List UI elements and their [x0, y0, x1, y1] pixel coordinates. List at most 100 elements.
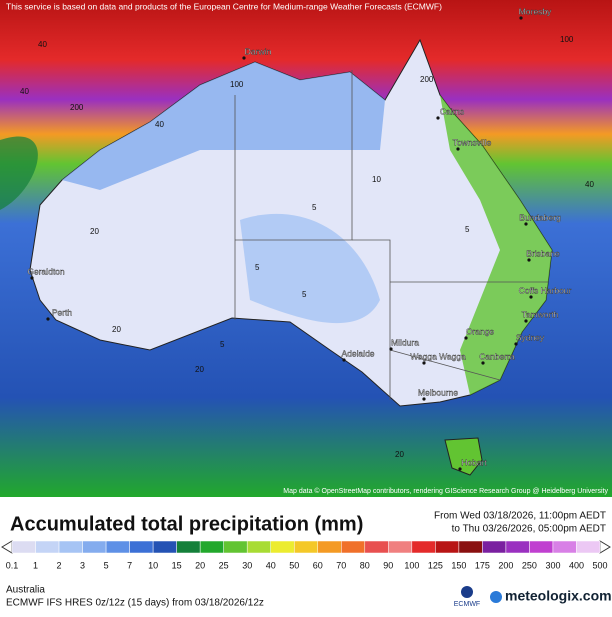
legend-swatch: [105, 540, 130, 554]
city-dot: [481, 361, 485, 365]
legend-swatch: [435, 540, 460, 554]
contour-label: 10: [372, 175, 381, 184]
legend-swatch: [317, 540, 342, 554]
city-dot: [464, 336, 468, 340]
city-dot: [524, 319, 528, 323]
rain-area: [440, 95, 552, 395]
legend-label: 70: [336, 560, 346, 570]
legend-label: 30: [242, 560, 252, 570]
legend-label: 0.1: [6, 560, 19, 570]
contour-label: 5: [255, 263, 260, 272]
legend-label: 20: [195, 560, 205, 570]
city-dot: [342, 358, 346, 362]
logo: ECMWF: [454, 601, 480, 608]
legend-label: 10: [148, 560, 158, 570]
contour-label: 5: [312, 203, 317, 212]
legend-label: 5: [104, 560, 109, 570]
legend-swatch: [270, 540, 295, 554]
period-from: From Wed 03/18/2026, 11:00pm AEDT: [434, 511, 606, 522]
city-label: Darwin: [245, 46, 272, 56]
legend-label: 400: [569, 560, 584, 570]
tasmania: [444, 437, 483, 476]
legend-label: 300: [545, 560, 560, 570]
city-dot: [389, 347, 393, 351]
legend-swatch: [152, 540, 177, 554]
rain-area: [240, 213, 380, 324]
city-dot: [456, 147, 460, 151]
city-label: Sydney: [516, 332, 545, 342]
city-dot: [458, 467, 462, 471]
map: This service is based on data and produc…: [0, 0, 612, 497]
city-label: Adelaide: [341, 348, 374, 358]
period-to: to Thu 03/26/2026, 05:00pm AEDT: [452, 524, 606, 535]
city-label: Mildura: [391, 337, 419, 347]
legend-label: 40: [266, 560, 276, 570]
city-label: Cairns: [440, 106, 465, 116]
city-dot: [46, 317, 50, 321]
city-dot: [422, 397, 426, 401]
legend-label: 2: [57, 560, 62, 570]
legend-swatch: [176, 540, 201, 554]
legend-label: 200: [498, 560, 513, 570]
notice: This service is based on data and produc…: [6, 1, 442, 11]
legend-label: 175: [475, 560, 490, 570]
city-dot: [514, 342, 518, 346]
logo-icon: [461, 586, 473, 598]
legend-label: 90: [383, 560, 393, 570]
border: [352, 239, 391, 400]
rain-area: [62, 62, 385, 190]
contour-label: 100: [560, 35, 574, 44]
legend-label: 250: [522, 560, 537, 570]
city-dot: [529, 295, 533, 299]
legend-panel: [0, 497, 612, 612]
legend-swatch: [364, 540, 389, 554]
border: [389, 349, 501, 381]
city-label: Brisbane: [526, 248, 560, 258]
city-dot: [436, 116, 440, 120]
city-label: Moresby: [519, 6, 552, 16]
legend-label: 3: [80, 560, 85, 570]
contour-label: 20: [112, 325, 121, 334]
contour-label: 20: [90, 227, 99, 236]
legend-swatch: [82, 540, 107, 554]
legend-swatch: [223, 540, 248, 554]
contour-label: 100: [230, 80, 244, 89]
contour-label: 20: [195, 365, 204, 374]
legend-swatch: [552, 540, 577, 554]
contour-label: 20: [395, 450, 404, 459]
contour-label: 40: [20, 87, 29, 96]
legend-swatch: [11, 540, 36, 554]
city-label: Hobart: [461, 457, 487, 467]
region: Australia: [6, 585, 45, 596]
legend-swatch: [35, 540, 60, 554]
legend-label: 25: [219, 560, 229, 570]
city-label: Wagga Wagga: [410, 351, 466, 361]
contour-label: 5: [220, 340, 225, 349]
legend-label: 1: [33, 560, 38, 570]
contour-label: 5: [465, 225, 470, 234]
rain-area: [0, 136, 38, 210]
legend-swatch: [458, 540, 483, 554]
legend-label: 7: [127, 560, 132, 570]
legend-swatch: [199, 540, 224, 554]
legend-label: 125: [428, 560, 443, 570]
colorbar: 0.1 1 2 3 5 7 10 15 20 25 30 40 50 60 70 80 90 100 125 150 1…: [1, 540, 611, 570]
legend-swatch: [58, 540, 83, 554]
contour-label: 40: [38, 40, 47, 49]
contour-label: 200: [70, 103, 84, 112]
contour-label: 5: [302, 290, 307, 299]
state-borders: [234, 70, 548, 400]
attribution: Map data © OpenStreetMap contributors, r…: [283, 487, 608, 495]
legend-label: 100: [404, 560, 419, 570]
city-label: Canberra: [479, 351, 515, 361]
legend-swatch: [505, 540, 530, 554]
legend-swatch: [482, 540, 507, 554]
legend-label: 15: [172, 560, 182, 570]
city-label: Orange: [466, 326, 495, 336]
city-label: Geraldton: [27, 266, 65, 276]
legend-label: 500: [592, 560, 607, 570]
city-label: Tamworth: [522, 309, 559, 319]
legend-swatch: [411, 540, 436, 554]
brand: meteologix.com: [505, 588, 612, 604]
